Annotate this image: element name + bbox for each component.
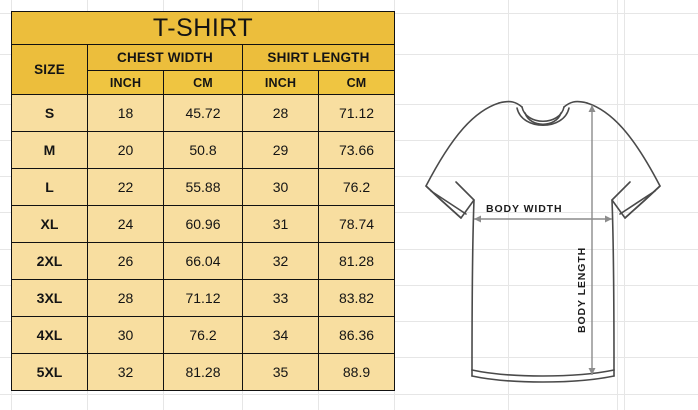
cell-chest-inch: 28 [87, 279, 164, 317]
header-length-cm: CM [317, 70, 396, 95]
cell-chest-inch: 24 [87, 205, 164, 243]
cell-size: S [11, 94, 88, 132]
cell-length-cm: 76.2 [317, 168, 396, 206]
cell-size: 3XL [11, 279, 88, 317]
cell-length-inch: 29 [242, 131, 319, 169]
cell-chest-cm: 55.88 [163, 168, 243, 206]
cell-length-cm: 88.9 [317, 353, 396, 391]
cell-length-cm: 86.36 [317, 316, 396, 354]
body-width-arrowhead-right [605, 215, 612, 223]
cell-length-cm: 81.28 [317, 242, 396, 280]
table-row: XL 24 60.96 31 78.74 [11, 205, 396, 243]
cell-chest-cm: 66.04 [163, 242, 243, 280]
table-row: 2XL 26 66.04 32 81.28 [11, 242, 396, 280]
tshirt-diagram: BODY WIDTH BODY LENGTH [404, 78, 694, 398]
cell-chest-inch: 20 [87, 131, 164, 169]
cell-size: 4XL [11, 316, 88, 354]
cell-chest-cm: 50.8 [163, 131, 243, 169]
header-chest-cm: CM [163, 70, 243, 95]
table-unit-header-row: INCH CM INCH CM [12, 70, 396, 95]
cell-chest-inch: 26 [87, 242, 164, 280]
cell-length-inch: 33 [242, 279, 319, 317]
cell-length-cm: 78.74 [317, 205, 396, 243]
cell-size: XL [11, 205, 88, 243]
table-group-header-row: SIZE CHEST WIDTH SHIRT LENGTH [11, 44, 396, 95]
cell-length-inch: 31 [242, 205, 319, 243]
cell-chest-cm: 81.28 [163, 353, 243, 391]
header-size: SIZE [11, 44, 88, 95]
header-shirt-length: SHIRT LENGTH [241, 44, 396, 71]
body-length-label: BODY LENGTH [576, 247, 588, 333]
cell-length-cm: 73.66 [317, 131, 396, 169]
cell-chest-cm: 76.2 [163, 316, 243, 354]
tshirt-outline-icon [425, 100, 661, 383]
body-width-dimension: BODY WIDTH [474, 203, 612, 223]
table-title-row: T-SHIRT [10, 11, 396, 45]
header-length-inch: INCH [242, 70, 319, 95]
cell-size: M [11, 131, 88, 169]
chart-title: T-SHIRT [10, 11, 396, 45]
table-row: 4XL 30 76.2 34 86.36 [11, 316, 396, 354]
cell-chest-inch: 18 [87, 94, 164, 132]
header-chest-inch: INCH [87, 70, 164, 95]
cell-length-inch: 30 [242, 168, 319, 206]
table-row: 3XL 28 71.12 33 83.82 [11, 279, 396, 317]
table-row: 5XL 32 81.28 35 88.9 [11, 353, 396, 391]
cell-length-inch: 35 [242, 353, 319, 391]
table-row: L 22 55.88 30 76.2 [11, 168, 396, 206]
cell-chest-cm: 71.12 [163, 279, 243, 317]
cell-length-inch: 32 [242, 242, 319, 280]
cell-chest-inch: 30 [87, 316, 164, 354]
cell-chest-cm: 60.96 [163, 205, 243, 243]
cell-size: L [11, 168, 88, 206]
cell-size: 2XL [11, 242, 88, 280]
table-row: M 20 50.8 29 73.66 [11, 131, 396, 169]
cell-chest-inch: 32 [87, 353, 164, 391]
body-length-dimension: BODY LENGTH [576, 105, 596, 375]
body-width-label: BODY WIDTH [486, 203, 562, 215]
cell-size: 5XL [11, 353, 88, 391]
cell-chest-cm: 45.72 [163, 94, 243, 132]
cell-chest-inch: 22 [87, 168, 164, 206]
header-chest-width: CHEST WIDTH [87, 44, 243, 71]
body-width-arrowhead-left [474, 215, 481, 223]
body-length-arrowhead-bottom [588, 368, 596, 375]
size-chart-table: T-SHIRT SIZE CHEST WIDTH SHIRT LENGTH IN… [10, 11, 396, 391]
cell-length-cm: 83.82 [317, 279, 396, 317]
cell-length-inch: 28 [242, 94, 319, 132]
cell-length-inch: 34 [242, 316, 319, 354]
table-row: S 18 45.72 28 71.12 [11, 94, 396, 132]
cell-length-cm: 71.12 [317, 94, 396, 132]
body-length-arrowhead-top [588, 105, 596, 112]
